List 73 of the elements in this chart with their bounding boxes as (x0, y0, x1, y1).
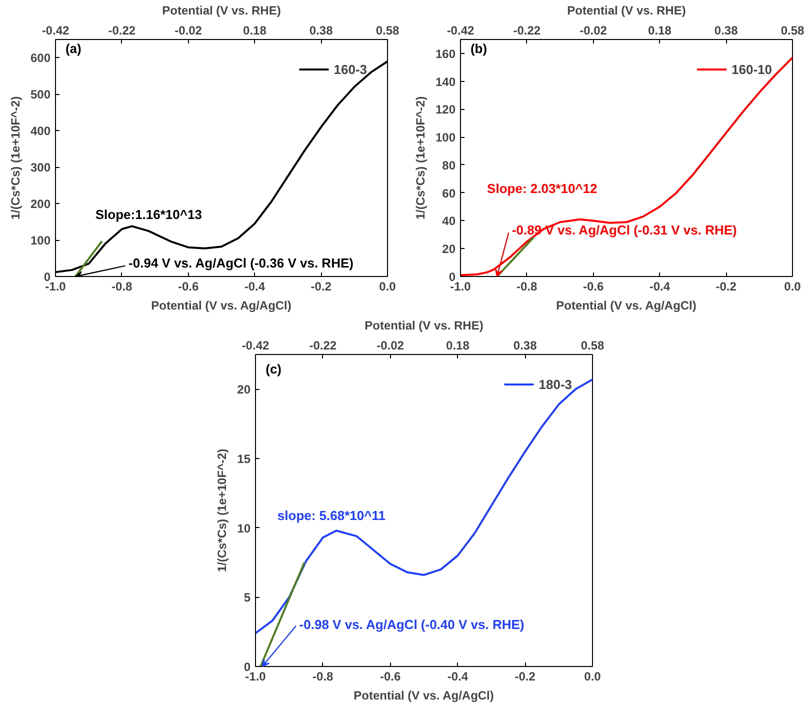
y-tick-label: 20 (442, 242, 456, 256)
x2-tick-label: -0.22 (309, 338, 337, 352)
x-tick-label: -0.4 (447, 670, 468, 684)
x-tick-label: -0.6 (582, 280, 604, 294)
x-tick-label: -0.2 (716, 280, 737, 294)
annotation: Slope: 2.03*10^12 (487, 180, 598, 196)
x2-tick-label: 0.38 (309, 24, 334, 38)
x2-tick-label: -0.02 (580, 24, 608, 38)
legend-label: 160-10 (732, 62, 772, 76)
x-axis-title: Potential (V vs. Ag/AgCl) (151, 298, 292, 312)
y-tick-label: 100 (435, 130, 456, 145)
x-tick-label: 0.0 (584, 670, 602, 684)
annotation: (a) (65, 41, 82, 56)
x2-axis-title: Potential (V vs. RHE) (567, 4, 686, 18)
x2-tick-label: 0.38 (714, 24, 738, 38)
x-tick-label: -0.4 (244, 280, 266, 294)
annotation: -0.98 V vs. Ag/AgCl (-0.40 V vs. RHE) (299, 617, 524, 632)
y-tick-label: 300 (30, 160, 51, 175)
x-tick-label: 0.0 (379, 280, 396, 294)
y-tick-label: 15 (237, 452, 251, 466)
x2-tick-label: -0.22 (513, 24, 541, 38)
y-tick-label: 10 (237, 521, 251, 536)
y-axis-title: 1/(Cs*Cs) (1e+10F^-2) (8, 96, 22, 220)
x-tick-label: -0.6 (178, 280, 199, 294)
x-tick-label: -0.8 (516, 280, 538, 294)
line-series (256, 378, 592, 634)
y-tick-label: 400 (30, 124, 51, 138)
x2-tick-label: 0.58 (780, 24, 805, 38)
x-axis-title: Potential (V vs. Ag/AgCl) (556, 298, 696, 312)
y-tick-label: 600 (30, 51, 51, 66)
x-tick-label: -0.2 (514, 670, 536, 684)
y-tick-label: 20 (237, 382, 251, 397)
y-tick-label: 500 (30, 88, 51, 102)
x2-axis-title: Potential (V vs. RHE) (162, 4, 281, 18)
y-tick-label: 5 (244, 590, 251, 605)
x-axis-title: Potential (V vs. Ag/AgCl) (354, 688, 494, 702)
y-tick-label: 140 (435, 74, 456, 89)
y-axis-title: 1/(Cs*Cs) (1e+10F^-2) (215, 448, 230, 572)
y-tick-label: 80 (442, 158, 456, 172)
y-tick-label: 40 (442, 214, 456, 228)
x-tick-label: -0.4 (649, 280, 670, 294)
y-tick-label: 100 (30, 234, 51, 248)
x2-tick-label: 0.18 (243, 24, 267, 38)
line-series (460, 56, 792, 276)
x2-tick-label: 0.58 (580, 338, 605, 352)
y-axis-title: 1/(Cs*Cs) (1e+10F^-2) (413, 96, 428, 220)
annotation: Slope:1.16*10^13 (95, 206, 202, 222)
annotation: (c) (266, 361, 282, 376)
x-tick-label: -0.2 (310, 280, 332, 294)
x2-tick-label: -0.22 (108, 24, 136, 38)
x2-tick-label: -0.02 (174, 24, 202, 38)
x2-tick-label: 0.58 (376, 24, 400, 38)
x2-tick-label: -0.42 (242, 338, 270, 352)
y-tick-label: 160 (435, 46, 456, 61)
annotation: (b) (470, 41, 488, 56)
y-tick-label: 200 (30, 197, 51, 212)
x2-tick-label: 0.38 (513, 338, 538, 352)
y-tick-label: 60 (442, 186, 456, 200)
x2-tick-label: 0.18 (446, 338, 470, 352)
x2-tick-label: -0.42 (42, 24, 70, 38)
x2-tick-label: 0.18 (648, 24, 672, 38)
x2-tick-label: -0.02 (376, 338, 404, 352)
annotation: -0.94 V vs. Ag/AgCl (-0.36 V vs. RHE) (128, 256, 354, 271)
legend-label: 160-3 (334, 62, 367, 76)
annotation: slope: 5.68*10^11 (277, 508, 386, 523)
y-tick-label: 120 (435, 102, 456, 117)
x-tick-label: -0.8 (312, 670, 334, 684)
x-tick-label: -0.8 (112, 280, 133, 294)
legend-label: 180-3 (538, 376, 572, 392)
x2-tick-label: -0.42 (446, 24, 474, 38)
x-tick-label: 0.0 (784, 280, 802, 294)
x2-axis-title: Potential (V vs. RHE) (364, 318, 484, 332)
x-tick-label: -0.6 (380, 670, 401, 684)
